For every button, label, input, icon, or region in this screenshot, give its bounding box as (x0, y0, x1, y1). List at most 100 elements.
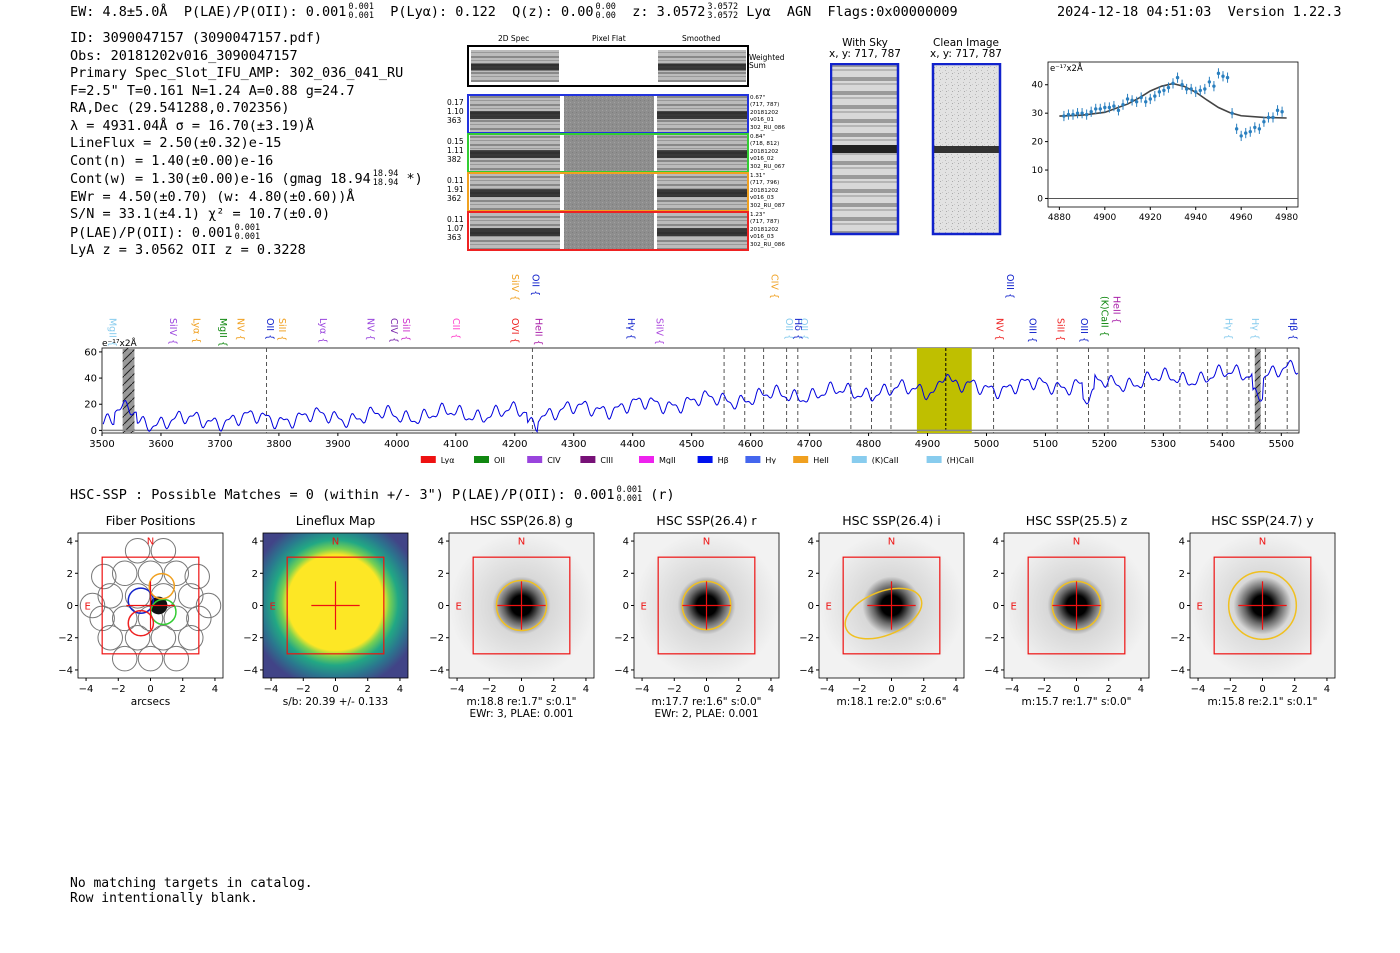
spectrum-line-label: CIV { (768, 274, 779, 299)
fit-ytick-label: 0 (1037, 194, 1043, 204)
fit-data-point (1148, 97, 1152, 101)
legend-swatch (473, 456, 489, 463)
fit-data-point (1248, 129, 1252, 134)
footer: No matching targets in catalog. Row inte… (70, 876, 313, 906)
cutout-row-right-value: v016_03 (750, 234, 774, 241)
spectrum-line-label: Hγ { (1249, 318, 1260, 340)
compass-north: N (703, 536, 710, 547)
cutout-row-1-2dspec (470, 135, 560, 171)
aperture-box (472, 556, 571, 655)
spectrum-xtick-label: 4400 (620, 439, 645, 450)
fit-data-point (1153, 94, 1157, 98)
legend-swatch (527, 456, 543, 463)
hsc-xtick-label: 2 (180, 684, 186, 695)
hsc-panel-caption: m:18.1 re:2.0" s:0.6" (789, 696, 994, 708)
cutout-row-3-smoothed (657, 213, 747, 249)
spectrum-xtick-label: 5500 (1269, 439, 1294, 450)
hsc-ytick-label: −2 (614, 633, 629, 644)
info-block: ID: 3090047157 (3090047157.pdf) Obs: 201… (70, 30, 423, 260)
header-z: z: 3.0572 (632, 4, 706, 20)
fiber-circle (91, 563, 117, 590)
cutout-row-left-value: 0.17 (447, 98, 464, 107)
with-sky-coords: x, y: 717, 787 (829, 48, 901, 60)
legend-label: OII (494, 456, 505, 464)
spectrum-line-label: CII { (450, 318, 461, 339)
hsc-caption-line1: arcsecs (130, 696, 171, 708)
hsc-xtick-label: −2 (296, 684, 311, 695)
fiber-circle (150, 537, 177, 564)
cutout-row-left-value: 362 (447, 194, 462, 203)
fit-data-point (1225, 75, 1230, 80)
spectrum-xtick-label: 5300 (1151, 439, 1176, 450)
hsc-panel-title: HSC SSP(26.8) g (470, 513, 573, 528)
cutout-col-pixelflat: Pixel Flat (592, 34, 626, 43)
compass-east: E (456, 602, 462, 613)
fiber-circle (111, 645, 138, 672)
spectrum-line-label: MgII { (107, 318, 118, 347)
legend-label: Hβ (718, 456, 729, 464)
info-lineflux: LineFlux = 2.50(±0.32)e-15 (70, 135, 282, 151)
cutout-row-2-smoothed (657, 174, 747, 210)
fit-data-point (1130, 98, 1134, 103)
legend-swatch (851, 456, 867, 463)
hsc-summary-lo: 0.001 (616, 494, 643, 504)
cutout-row-right-value: 1.31" (750, 173, 766, 179)
fit-data-point (1066, 112, 1071, 117)
fit-data-point (1089, 110, 1093, 114)
spectrum-ytick-label: 40 (84, 374, 97, 385)
fiber-circle (97, 624, 123, 651)
hsc-panel-caption: m:15.8 re:2.1" s:0.1" (1160, 696, 1365, 708)
fiber-highlight (127, 609, 155, 637)
hsc-xtick-label: 0 (703, 684, 709, 695)
fit-data-point (1125, 97, 1130, 101)
hsc-ytick-label: 0 (623, 601, 629, 612)
compass-north: N (1073, 536, 1080, 547)
info-plae-text: P(LAE)/P(OII): 0.001 (70, 224, 233, 241)
fit-data-point (1121, 102, 1125, 107)
hsc-ytick-label: −2 (429, 633, 444, 644)
hsc-ytick-label: −4 (243, 665, 258, 676)
full-spectrum-chart: 3500 3600 3700 3800 3900 4000 4100 4200 4300 4400… (84, 274, 1300, 464)
cutout-row-left-labels: 0.11 1.07 363 (447, 215, 464, 242)
fit-data-point (1180, 83, 1184, 87)
fit-data-point (1266, 115, 1271, 120)
fit-data-point (1075, 111, 1080, 115)
hsc-panel-caption: m:15.7 re:1.7" s:0.0" (974, 696, 1179, 708)
hsc-panel-title: Fiber Positions (105, 513, 196, 528)
fit-data-point (1203, 87, 1207, 91)
source-ellipse (844, 587, 923, 640)
spectrum-line-label: HeII { (532, 318, 543, 346)
hsc-ytick-label: −4 (614, 665, 629, 676)
hsc-ytick-label: 4 (67, 537, 73, 548)
hsc-ytick-label: 0 (808, 601, 814, 612)
info-lyaz: LyA z = 3.0562 OII z = 0.3228 (70, 242, 306, 258)
spectrum-xtick-label: 3600 (148, 439, 173, 450)
cutout-row-left-value: 0.11 (447, 215, 464, 224)
cutout-row-left-value: 1.11 (447, 146, 464, 155)
hsc-xtick-label: 0 (147, 684, 153, 695)
legend-swatch (793, 456, 809, 463)
hsc-ytick-label: −4 (984, 665, 999, 676)
cutout-row-right-value: 302_RU_087 (750, 202, 785, 209)
legend-swatch (745, 456, 761, 463)
hsc-panel-plot: N E −4 −4 −2 −2 0 0 2 2 4 4 (243, 532, 409, 695)
hsc-ytick-label: 4 (438, 537, 444, 548)
spectrum-line-label: SiIV { (509, 274, 520, 301)
spectrum-ytick-label: 20 (84, 400, 97, 411)
spectrum-line-label: MgII { (217, 318, 228, 347)
fit-data-point (1207, 80, 1212, 84)
fit-xtick-label: 4880 (1048, 213, 1071, 223)
header-timestamp: 2024-12-18 04:51:03 (1057, 4, 1212, 20)
hsc-xtick-label: 4 (953, 684, 959, 695)
info-contw-lo: 18.94 (372, 178, 399, 188)
fit-data-point (1080, 111, 1084, 115)
hsc-ytick-label: 2 (993, 569, 999, 580)
spectrum-line-label: SiII { (276, 318, 287, 341)
hsc-xtick-label: 0 (888, 684, 894, 695)
fit-data-point (1084, 112, 1089, 117)
legend-swatch (580, 456, 596, 463)
aperture-box (842, 556, 941, 655)
hsc-xtick-label: 4 (1138, 684, 1144, 695)
header-qz: Q(z): 0.00 (512, 4, 594, 20)
line-fit-chart: 4880 4900 4920 4940 4960 4980 0 10 20 30 40 e⁻¹⁷x2Å (1032, 61, 1299, 223)
